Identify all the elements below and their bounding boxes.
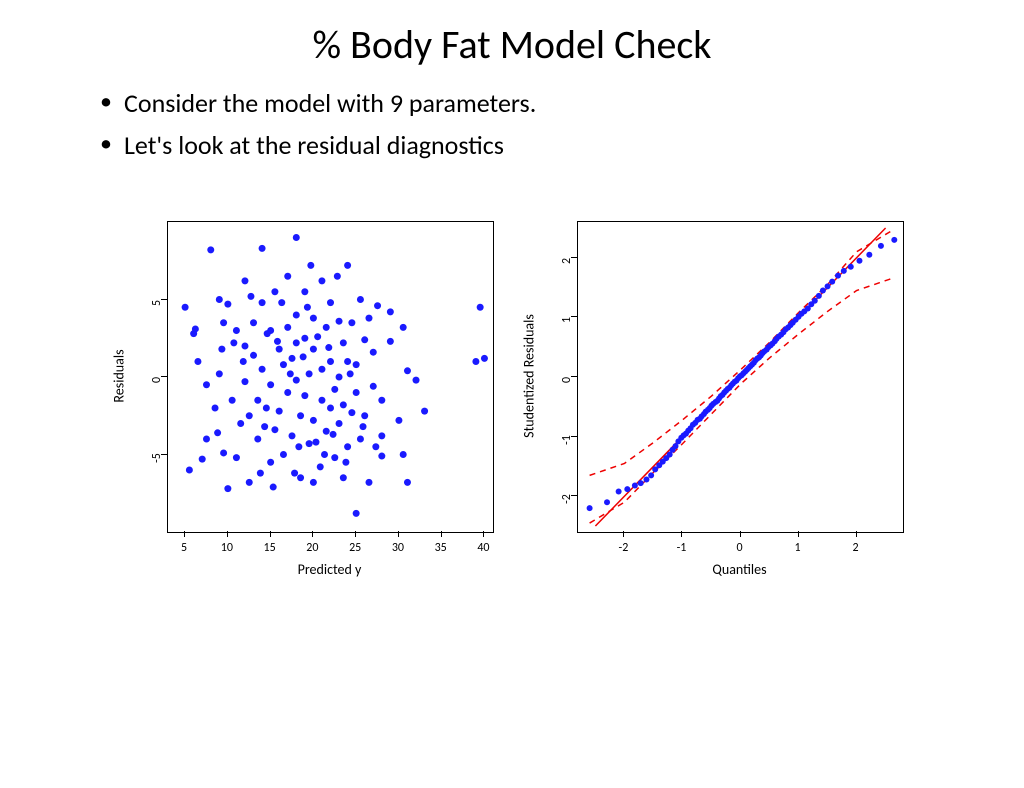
bullet-item: Let's look at the residual diagnostics bbox=[100, 129, 1024, 161]
residuals-scatter-chart: -505510152025303540ResidualsPredicted y bbox=[112, 211, 502, 581]
bullet-list: Consider the model with 9 parameters. Le… bbox=[100, 87, 1024, 161]
bullet-item: Consider the model with 9 parameters. bbox=[100, 87, 1024, 119]
page-title: % Body Fat Model Check bbox=[0, 20, 1024, 69]
qq-plot-chart: -2-1012-2-1012Studentized ResidualsQuant… bbox=[522, 211, 912, 581]
charts-container: -505510152025303540ResidualsPredicted y … bbox=[0, 211, 1024, 581]
